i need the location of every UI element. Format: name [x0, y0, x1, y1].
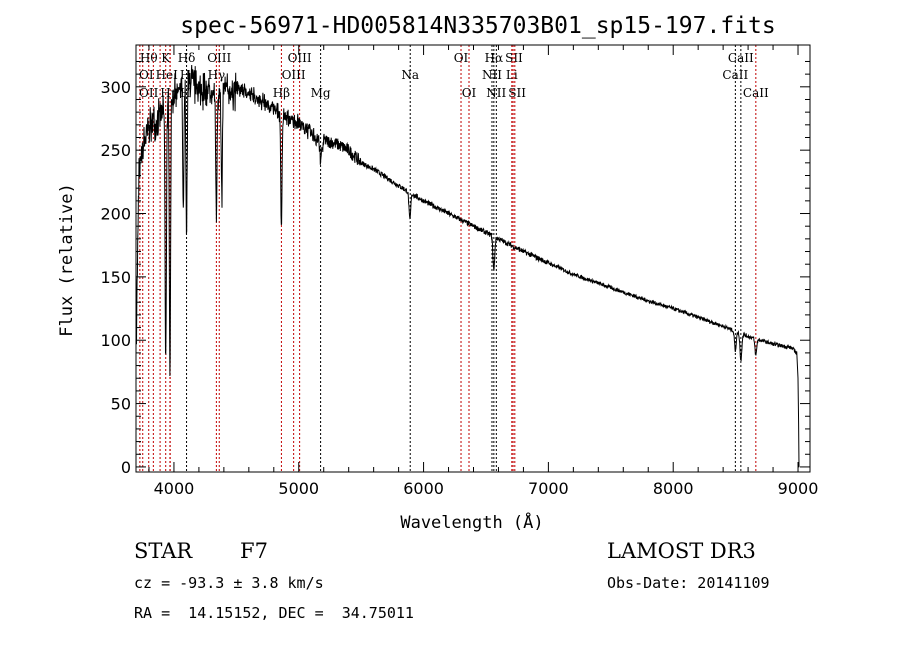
line-label: Na — [401, 68, 419, 82]
line-label: HeI — [156, 68, 179, 82]
plot-frame — [135, 44, 811, 473]
redshift-cz: cz = -93.3 ± 3.8 km/s — [134, 574, 324, 592]
line-label: CaII — [743, 86, 769, 100]
x-tick-label: 5000 — [278, 479, 319, 498]
y-axis-label: Flux (relative) — [57, 183, 77, 337]
line-label: Hθ — [140, 51, 158, 65]
x-tick-label: 6000 — [403, 479, 444, 498]
y-tick-label: 200 — [100, 205, 131, 224]
line-label: OIII — [288, 51, 312, 65]
y-tick-label: 100 — [100, 331, 131, 350]
line-label: OIII — [207, 51, 231, 65]
y-tick-label: 150 — [100, 268, 131, 287]
object-class: STAR — [134, 539, 193, 563]
line-label: Li — [506, 68, 518, 82]
x-tick-label: 8000 — [653, 479, 694, 498]
line-label: SII — [505, 51, 523, 65]
x-tick-label: 7000 — [528, 479, 569, 498]
spectrum-line — [136, 64, 800, 468]
line-label: Hα — [485, 51, 504, 65]
x-tick-label: 4000 — [154, 479, 195, 498]
y-tick-label: 250 — [100, 141, 131, 160]
chart-title: spec-56971-HD005814N335703B01_sp15-197.f… — [180, 13, 775, 39]
object-subclass: F7 — [240, 539, 268, 563]
line-label: NII — [482, 68, 502, 82]
x-tick-label: 9000 — [778, 479, 819, 498]
line-label: Hβ — [273, 86, 290, 100]
line-label: OIII — [282, 68, 306, 82]
coordinates: RA = 14.15152, DEC = 34.75011 — [134, 604, 414, 622]
line-label: OI — [462, 86, 477, 100]
obs-date: Obs-Date: 20141109 — [607, 574, 770, 592]
line-label: CaII — [722, 68, 748, 82]
y-tick-label: 50 — [111, 395, 131, 414]
line-label: Hδ — [178, 51, 196, 65]
line-label: OI — [139, 68, 154, 82]
line-label: SII — [508, 86, 526, 100]
survey-name: LAMOST DR3 — [607, 539, 756, 563]
line-label: Mg — [311, 86, 331, 100]
line-label: Hγ — [208, 68, 226, 82]
y-tick-label: 300 — [100, 78, 131, 97]
y-tick-label: 0 — [121, 458, 131, 477]
line-label: OI — [454, 51, 469, 65]
line-label: NII — [486, 86, 506, 100]
line-label: CaII — [728, 51, 754, 65]
line-label: K — [161, 51, 171, 65]
x-axis-label: Wavelength (Å) — [400, 511, 543, 533]
